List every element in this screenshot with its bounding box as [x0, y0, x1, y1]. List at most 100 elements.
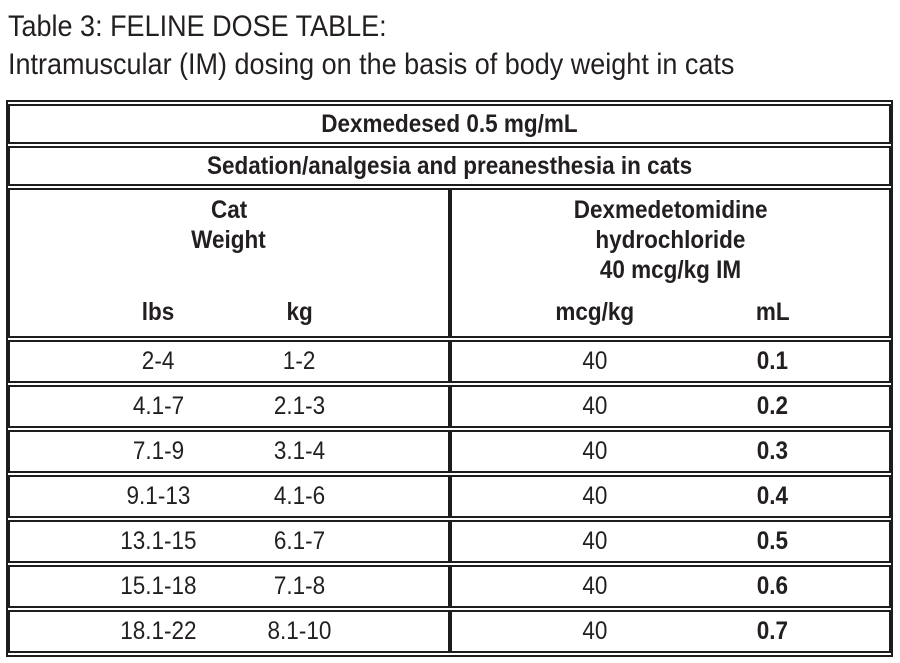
- kg-value: 6.1-7: [273, 527, 325, 555]
- mcg-cell: 40: [507, 347, 684, 376]
- kg-cell: 4.1-6: [229, 482, 370, 511]
- feline-dose-table: Dexmedesed 0.5 mg/mL Sedation/analgesia …: [6, 100, 893, 657]
- dose-cell: 40 0.2: [449, 385, 891, 428]
- dose-cell: 40 0.3: [449, 430, 891, 473]
- product-header-row: Dexmedesed 0.5 mg/mL: [8, 104, 891, 144]
- kg-value: 3.1-4: [273, 437, 325, 465]
- mcg-per-kg-column-header: mcg/kg: [555, 298, 635, 326]
- mcg-value: 40: [582, 437, 608, 465]
- table-title-line2-text: Intramuscular (IM) dosing on the basis o…: [8, 48, 735, 81]
- dose-label-line1: Dexmedetomidine: [452, 195, 890, 225]
- kg-value: 8.1-10: [267, 617, 332, 645]
- kg-cell: 3.1-4: [229, 437, 370, 466]
- weight-cell: 7.1-9 3.1-4: [8, 430, 450, 473]
- dose-subcolumn-headers: mcg/kg mL: [452, 298, 890, 327]
- product-header-text: Dexmedesed 0.5 mg/mL: [321, 109, 578, 138]
- ml-header-cell: mL: [684, 298, 861, 327]
- column-group-header-row: Cat Weight lbs kg Dexmedetomidine hydroc…: [8, 188, 891, 338]
- mcg-value: 40: [582, 392, 608, 420]
- indication-header-row: Sedation/analgesia and preanesthesia in …: [8, 146, 891, 186]
- dose-table-row: 7.1-9 3.1-4 40 0.3: [8, 430, 891, 473]
- dose-values: 40 0.7: [452, 617, 890, 646]
- dose-label-line1-text: Dexmedetomidine: [573, 196, 768, 224]
- weight-subcolumn-headers: lbs kg: [10, 298, 448, 327]
- weight-values: 2-4 1-2: [10, 347, 448, 376]
- lbs-cell: 15.1-18: [88, 572, 229, 601]
- mcg-value: 40: [582, 572, 608, 600]
- lbs-cell: 2-4: [88, 347, 229, 376]
- weight-cell: 9.1-13 4.1-6: [8, 475, 450, 518]
- cat-weight-group-cell: Cat Weight lbs kg: [8, 188, 450, 338]
- dose-label-line2-text: hydrochloride: [595, 226, 746, 254]
- cat-weight-group-label: Cat Weight: [10, 195, 448, 255]
- dose-cell: 40 0.5: [449, 520, 891, 563]
- table-title-line1-text: Table 3: FELINE DOSE TABLE:: [8, 10, 387, 43]
- dose-group-inner: Dexmedetomidine hydrochloride 40 mcg/kg …: [452, 190, 890, 336]
- dose-cell: 40 0.7: [449, 610, 891, 653]
- dose-table-row: 4.1-7 2.1-3 40 0.2: [8, 385, 891, 428]
- weight-values: 18.1-22 8.1-10: [10, 617, 448, 646]
- lbs-value: 15.1-18: [120, 572, 197, 600]
- lbs-header-cell: lbs: [88, 298, 229, 327]
- mcg-cell: 40: [507, 437, 684, 466]
- ml-value: 0.5: [756, 527, 789, 555]
- ml-cell: 0.2: [684, 392, 861, 421]
- dose-cell: 40 0.1: [449, 340, 891, 383]
- weight-values: 15.1-18 7.1-8: [10, 572, 448, 601]
- dose-label-line3-text: 40 mcg/kg IM: [599, 256, 741, 284]
- ml-value: 0.4: [756, 482, 789, 510]
- kg-value: 1-2: [282, 347, 316, 375]
- dose-values: 40 0.4: [452, 482, 890, 511]
- dose-table-row: 9.1-13 4.1-6 40 0.4: [8, 475, 891, 518]
- lbs-value: 4.1-7: [132, 392, 185, 420]
- mcg-header-cell: mcg/kg: [507, 298, 684, 327]
- cat-weight-label-line2-text: Weight: [191, 226, 267, 254]
- kg-value: 2.1-3: [273, 392, 325, 420]
- weight-values: 4.1-7 2.1-3: [10, 392, 448, 421]
- indication-header-cell: Sedation/analgesia and preanesthesia in …: [8, 146, 891, 186]
- ml-value: 0.1: [756, 347, 789, 375]
- dose-values: 40 0.3: [452, 437, 890, 466]
- mcg-cell: 40: [507, 527, 684, 556]
- lbs-value: 7.1-9: [132, 437, 185, 465]
- weight-cell: 18.1-22 8.1-10: [8, 610, 450, 653]
- dose-cell: 40 0.4: [449, 475, 891, 518]
- kg-cell: 1-2: [229, 347, 370, 376]
- ml-cell: 0.3: [684, 437, 861, 466]
- dose-label-line3: 40 mcg/kg IM: [452, 255, 890, 285]
- dose-values: 40 0.1: [452, 347, 890, 376]
- mcg-cell: 40: [507, 392, 684, 421]
- lbs-value: 13.1-15: [120, 527, 197, 555]
- mcg-cell: 40: [507, 617, 684, 646]
- lbs-cell: 7.1-9: [88, 437, 229, 466]
- mcg-cell: 40: [507, 572, 684, 601]
- mcg-value: 40: [582, 617, 608, 645]
- weight-values: 13.1-15 6.1-7: [10, 527, 448, 556]
- product-header-cell: Dexmedesed 0.5 mg/mL: [8, 104, 891, 144]
- weight-values: 7.1-9 3.1-4: [10, 437, 448, 466]
- ml-value: 0.2: [756, 392, 789, 420]
- dose-table-row: 15.1-18 7.1-8 40 0.6: [8, 565, 891, 608]
- weight-cell: 2-4 1-2: [8, 340, 450, 383]
- ml-cell: 0.5: [684, 527, 861, 556]
- indication-header-text: Sedation/analgesia and preanesthesia in …: [206, 151, 693, 180]
- weight-values: 9.1-13 4.1-6: [10, 482, 448, 511]
- mcg-value: 40: [582, 482, 608, 510]
- ml-column-header: mL: [755, 298, 790, 326]
- dose-values: 40 0.2: [452, 392, 890, 421]
- table-title-line1: Table 3: FELINE DOSE TABLE:: [8, 8, 893, 46]
- ml-value: 0.6: [756, 572, 789, 600]
- kg-cell: 6.1-7: [229, 527, 370, 556]
- kg-value: 4.1-6: [273, 482, 325, 510]
- table-title-line2: Intramuscular (IM) dosing on the basis o…: [8, 46, 893, 84]
- dose-cell: 40 0.6: [449, 565, 891, 608]
- lbs-value: 18.1-22: [120, 617, 197, 645]
- dose-table-row: 2-4 1-2 40 0.1: [8, 340, 891, 383]
- dose-label-line2: hydrochloride: [452, 225, 890, 255]
- lbs-cell: 13.1-15: [88, 527, 229, 556]
- ml-cell: 0.6: [684, 572, 861, 601]
- dose-table-row: 18.1-22 8.1-10 40 0.7: [8, 610, 891, 653]
- mcg-cell: 40: [507, 482, 684, 511]
- lbs-cell: 9.1-13: [88, 482, 229, 511]
